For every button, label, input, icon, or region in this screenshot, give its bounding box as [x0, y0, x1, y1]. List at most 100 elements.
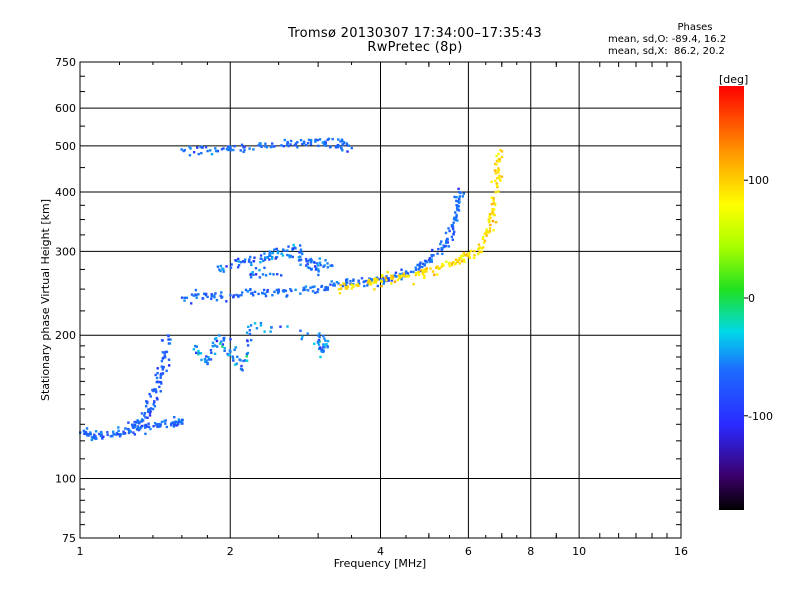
echo-point	[279, 274, 283, 277]
echo-point	[114, 433, 118, 436]
echo-point	[236, 266, 240, 269]
echo-point	[263, 252, 266, 255]
echo-point	[419, 261, 422, 264]
echo-point	[168, 342, 172, 345]
echo-point	[323, 337, 326, 340]
echo-point	[366, 284, 369, 287]
echo-point	[148, 411, 152, 415]
echo-point	[341, 143, 344, 147]
echo-point	[133, 423, 137, 427]
echo-point	[318, 340, 321, 343]
echo-point	[207, 358, 211, 361]
echo-point	[286, 294, 289, 297]
echo-point	[458, 256, 461, 260]
echo-point	[304, 144, 308, 147]
echo-point	[460, 260, 464, 263]
echo-point	[393, 274, 397, 277]
echo-point	[317, 334, 320, 337]
echo-point	[254, 266, 258, 270]
echo-point	[492, 199, 495, 202]
echo-point	[280, 144, 283, 147]
echo-point	[379, 278, 382, 281]
echo-point	[458, 195, 461, 198]
echo-point	[87, 434, 90, 437]
echo-point	[203, 357, 207, 361]
echo-point	[497, 168, 501, 172]
echo-point	[443, 245, 446, 249]
echo-point	[132, 431, 135, 434]
echo-point	[313, 285, 316, 288]
echo-point	[317, 273, 320, 277]
echo-point	[458, 200, 461, 203]
echo-point	[164, 350, 167, 354]
echo-point	[357, 284, 360, 288]
echo-point	[490, 196, 494, 199]
echo-point	[425, 267, 428, 270]
echo-point	[227, 148, 230, 152]
echo-point	[454, 218, 458, 221]
echo-point	[219, 264, 222, 268]
echo-point	[287, 144, 290, 148]
echo-point	[282, 144, 285, 148]
echo-point	[284, 289, 288, 293]
echo-point	[446, 241, 450, 244]
echo-point	[155, 390, 158, 394]
echo-point	[155, 396, 159, 400]
echo-point	[237, 257, 240, 261]
echo-point	[180, 296, 184, 299]
echo-point	[462, 251, 466, 255]
echo-point	[340, 287, 343, 290]
echo-point	[320, 350, 324, 353]
echo-point	[162, 356, 165, 360]
echo-point	[327, 137, 331, 141]
echo-point	[248, 332, 252, 336]
echo-point	[199, 145, 202, 149]
echo-point	[322, 334, 325, 338]
echo-point	[152, 403, 155, 406]
echo-point	[311, 290, 315, 293]
echo-point	[236, 355, 239, 359]
echo-point	[200, 151, 203, 155]
echo-point	[213, 352, 217, 356]
echo-point	[456, 204, 459, 207]
echo-point	[418, 273, 421, 276]
echo-point	[298, 258, 302, 262]
echo-point	[441, 252, 444, 256]
echo-point	[172, 425, 176, 428]
echo-point	[423, 259, 427, 262]
echo-point	[302, 142, 305, 145]
y-tick-label: 400	[55, 186, 76, 199]
echo-point	[489, 223, 492, 227]
echo-point	[101, 437, 104, 440]
echo-point	[257, 292, 260, 296]
echo-point	[457, 258, 461, 262]
echo-point	[220, 148, 224, 151]
echo-point	[88, 431, 92, 434]
echo-point	[365, 279, 368, 283]
scatter-points	[79, 137, 504, 442]
echo-point	[162, 365, 165, 369]
echo-point	[250, 263, 253, 267]
echo-point	[289, 288, 292, 291]
echo-point	[313, 265, 317, 268]
echo-point	[488, 213, 492, 216]
echo-point	[194, 293, 197, 296]
echo-point	[460, 254, 463, 257]
echo-point	[382, 282, 385, 285]
echo-point	[316, 262, 319, 265]
echo-point	[386, 270, 389, 274]
echo-point	[322, 142, 326, 145]
echo-point	[249, 338, 253, 342]
echo-point	[391, 276, 395, 279]
echo-point	[458, 262, 461, 265]
echo-point	[402, 274, 405, 277]
echo-point	[398, 272, 402, 276]
echo-point	[239, 367, 243, 371]
echo-point	[431, 248, 434, 252]
echo-point	[291, 248, 294, 252]
echo-point	[434, 266, 438, 269]
echo-point	[164, 422, 167, 425]
echo-point	[195, 345, 198, 348]
echo-point	[259, 142, 262, 145]
echo-point	[282, 290, 285, 293]
